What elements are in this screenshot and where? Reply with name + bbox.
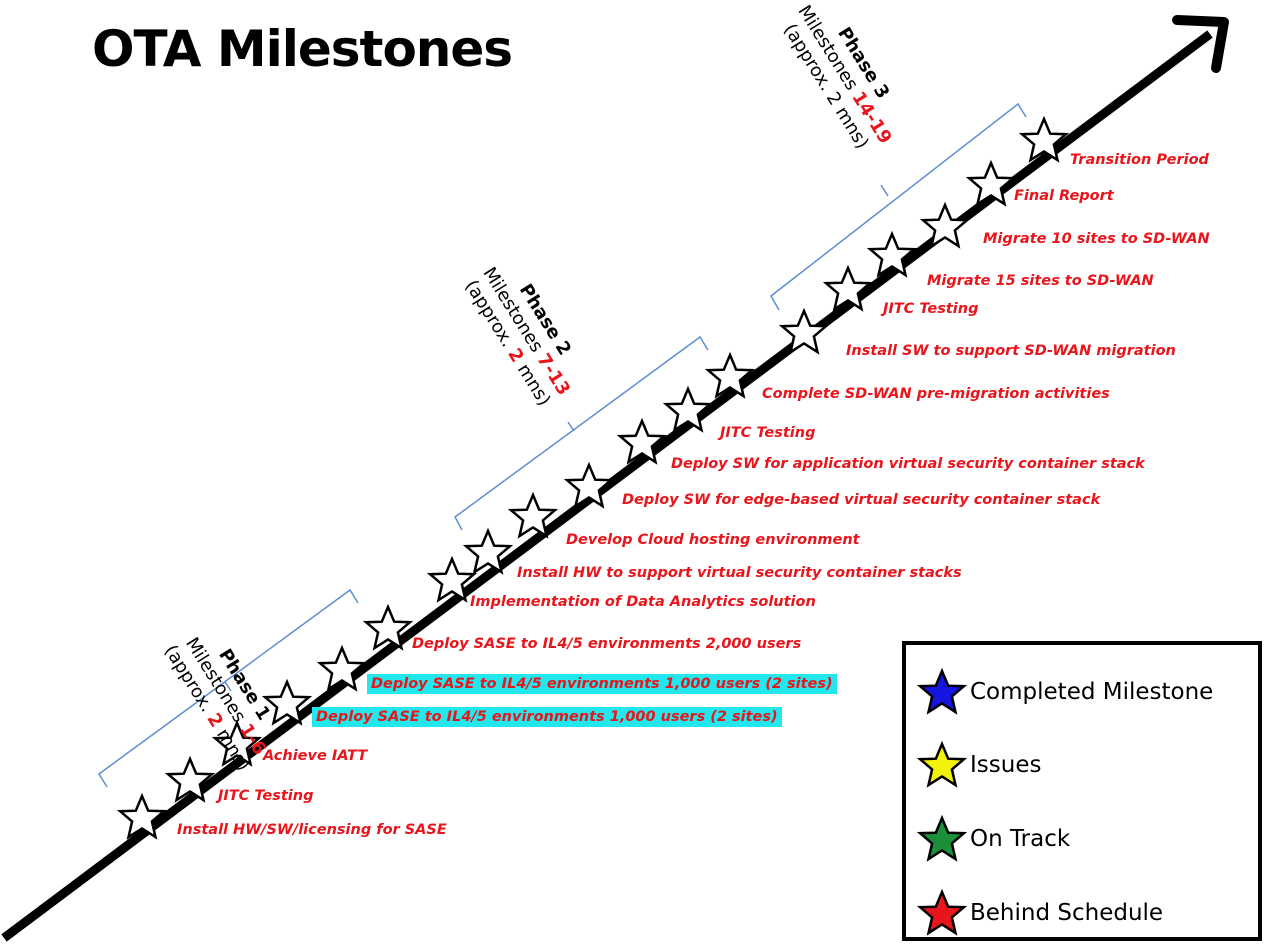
milestone-label-6: Deploy SASE to IL4/5 environments 2,000 … [412,636,802,652]
milestone-label-7: Implementation of Data Analytics solutio… [470,594,816,610]
green-star-icon [918,816,966,861]
legend-label: On Track [970,826,1071,852]
phase-3-bracket [770,102,1027,311]
milestone-label-5: Deploy SASE to IL4/5 environments 1,000 … [312,707,782,727]
legend-item-issues: Issues [916,740,1041,790]
milestone-label-11: Deploy SW for application virtual securi… [671,456,1145,472]
legend-item-behind: Behind Schedule [916,888,1163,938]
milestone-label-1: Install HW/SW/licensing for SASE [177,822,447,838]
legend-label: Issues [970,752,1042,778]
legend: Completed Milestone Issues On Track Behi… [902,641,1262,941]
blue-star-icon [918,669,966,714]
phase-2-bracket [454,335,709,531]
legend-item-completed: Completed Milestone [916,667,1213,717]
milestone-label-18: Final Report [1014,188,1114,204]
milestone-label-14: Install SW to support SD-WAN migration [846,343,1176,359]
legend-item-on-track: On Track [916,814,1070,864]
milestone-label-9: Develop Cloud hosting environment [566,532,860,548]
yellow-star-icon [918,742,966,787]
phase-1-bracket [97,588,359,788]
milestone-label-8: Install HW to support virtual security c… [517,565,962,581]
page-title: OTA Milestones [92,20,513,78]
milestone-label-12: JITC Testing [720,425,816,441]
milestone-label-4: Deploy SASE to IL4/5 environments 1,000 … [367,674,837,694]
timeline-arrow-line [1,30,1213,942]
legend-label: Behind Schedule [970,900,1164,926]
milestone-label-15: JITC Testing [883,301,979,317]
milestone-label-17: Migrate 10 sites to SD-WAN [983,231,1210,247]
milestone-label-2: JITC Testing [218,788,314,804]
milestone-label-16: Migrate 15 sites to SD-WAN [927,273,1154,289]
milestone-label-10: Deploy SW for edge-based virtual securit… [622,492,1101,508]
legend-label: Completed Milestone [970,679,1214,705]
red-star-icon [918,890,966,935]
milestone-label-19: Transition Period [1070,152,1209,168]
milestone-label-13: Complete SD-WAN pre-migration activities [762,386,1110,402]
milestone-label-3: Achieve IATT [263,748,368,764]
timeline-arrowhead [1172,15,1229,73]
